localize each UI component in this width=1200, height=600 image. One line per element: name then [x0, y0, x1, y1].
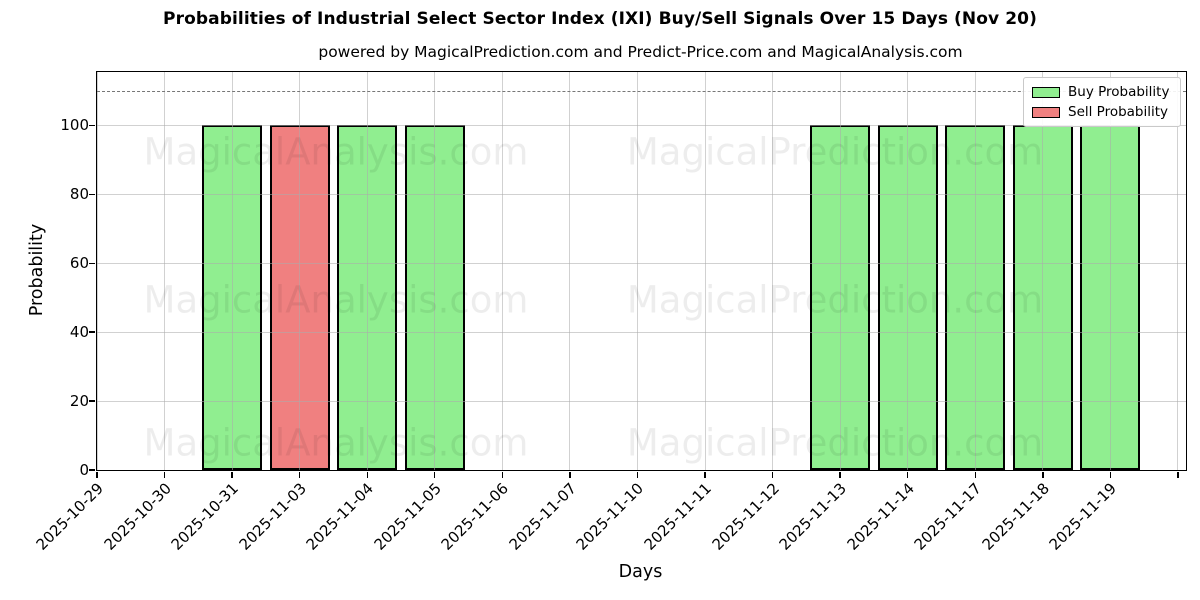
plot-area: 2025-10-29 2025-10-30 2025-10-31 2025-11-03…	[33, 71, 1187, 554]
gridline-x	[164, 72, 166, 470]
y-tick	[89, 331, 95, 333]
bar-buy-2025-10-31	[202, 125, 263, 470]
gridline-x	[1177, 72, 1179, 470]
x-tick	[163, 472, 166, 478]
y-tick	[89, 262, 95, 264]
x-tick	[501, 472, 504, 478]
buy-swatch	[1032, 86, 1060, 98]
y-tick	[89, 469, 95, 471]
bar-buy-2025-11-13	[810, 125, 871, 470]
x-tick	[636, 472, 639, 478]
y-tick	[89, 193, 95, 196]
y-tick-label: 60	[69, 254, 89, 273]
x-tick	[569, 472, 571, 478]
legend-label-sell: Sell Probability	[1068, 104, 1169, 120]
x-tick	[907, 472, 909, 478]
x-tick-label: 2025-10-29	[32, 479, 108, 554]
gridline-x	[772, 72, 774, 470]
x-tick	[366, 472, 368, 478]
threshold-line	[97, 90, 1186, 92]
chart-subtitle: powered by MagicalPrediction.com and Pre…	[318, 43, 963, 61]
legend-entry-sell: Sell Probability	[1032, 104, 1172, 120]
y-tick-label: 0	[79, 461, 89, 479]
gridline-x	[704, 72, 706, 470]
x-tick	[839, 472, 841, 478]
x-tick	[1042, 472, 1044, 478]
y-tick-label: 20	[69, 392, 89, 411]
sell-swatch	[1032, 106, 1060, 118]
chart-title: Probabilities of Industrial Select Secto…	[163, 9, 1037, 29]
x-tick	[704, 472, 706, 478]
bar-buy-2025-11-04	[337, 125, 398, 470]
x-tick	[298, 472, 301, 478]
bar-buy-2025-11-05	[404, 125, 465, 470]
x-tick	[771, 472, 774, 478]
bar-buy-2025-11-14	[877, 125, 938, 470]
y-tick-label: 100	[60, 116, 89, 135]
x-tick	[96, 472, 98, 478]
y-tick	[89, 124, 95, 127]
bar-buy-2025-11-17	[945, 125, 1006, 470]
gridline-x	[96, 72, 98, 470]
x-tick	[231, 472, 233, 478]
legend: Buy Probability Sell Probability	[1023, 77, 1181, 127]
x-tick	[1177, 472, 1179, 478]
x-tick	[974, 472, 976, 478]
gridline-x	[569, 72, 571, 470]
x-tick	[1109, 472, 1112, 478]
gridline-x	[636, 72, 638, 470]
x-tick	[434, 472, 436, 478]
y-tick	[89, 400, 95, 402]
x-axis-label: Days	[618, 562, 663, 582]
y-tick-label: 40	[69, 323, 89, 342]
legend-label-buy: Buy Probability	[1068, 84, 1170, 100]
y-tick-label: 80	[69, 185, 89, 204]
bar-sell-2025-11-03	[269, 125, 330, 470]
bar-buy-2025-11-18	[1012, 125, 1073, 470]
gridline-x	[501, 72, 503, 470]
legend-entry-buy: Buy Probability	[1032, 84, 1172, 100]
bar-buy-2025-11-19	[1080, 125, 1141, 470]
